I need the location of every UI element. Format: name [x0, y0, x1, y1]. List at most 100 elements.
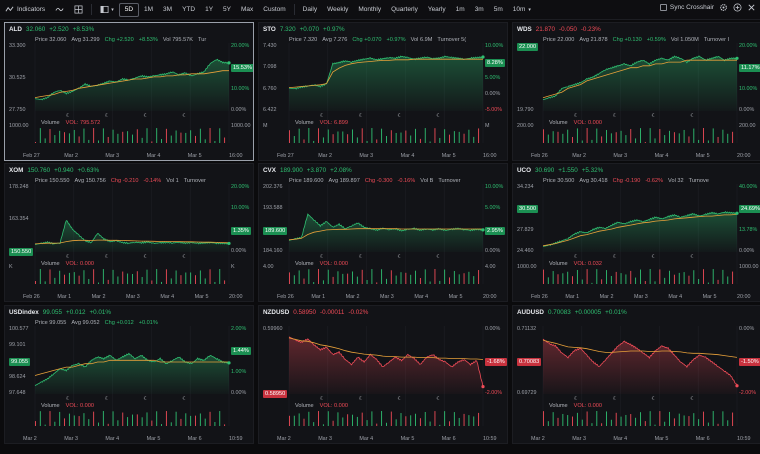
close-icon[interactable] — [747, 3, 756, 12]
chart-panel-usdindex[interactable]: USDindex 99.055 +0.012 +0.01% Price 99.055 Av… — [4, 305, 254, 444]
chart-panel-nzdusd[interactable]: NZDUSD 0.58950 -0.00011 -0.02% ☾ ☾ ☾ ☾ 0.59960 0.… — [258, 305, 508, 444]
y-axis-label: 0.59960 — [263, 326, 283, 332]
grid-layout-button[interactable] — [69, 3, 88, 17]
volume-bar — [458, 274, 460, 284]
volume-bar — [463, 273, 465, 284]
info-change: Chg -0.190 — [612, 178, 641, 184]
x-axis-label: Mar 5 — [187, 153, 202, 159]
volume-bar — [567, 129, 569, 143]
chart-panel-xom[interactable]: XOM 150.760 +0.940 +0.63% Price 150.550 Avg 1… — [4, 163, 254, 302]
volume-bar — [727, 133, 729, 143]
volume-bar — [376, 282, 378, 284]
chart-panel-audusd[interactable]: AUDUSD 0.70083 +0.00005 +0.01% ☾ ☾ ☾ ☾ 0.71132 0.… — [512, 305, 760, 444]
grid-icon — [74, 5, 83, 14]
volume-bar — [322, 280, 324, 284]
volume-label: Volume — [549, 120, 568, 126]
price-chart[interactable] — [259, 306, 508, 444]
volume-bar — [547, 277, 549, 284]
moon-icon: ☾ — [612, 254, 618, 260]
x-axis-label: Feb 27 — [277, 153, 294, 159]
volume-bar — [410, 274, 412, 284]
volume-bar — [415, 413, 416, 426]
add-icon[interactable] — [733, 3, 742, 12]
chart-panel-uco[interactable]: UCO 30.690 +1.550 +5.32% Price 30.500 Avg 30.… — [512, 163, 760, 302]
y-axis-label: 163.354 — [9, 216, 29, 222]
symbol-label: STO — [263, 26, 276, 33]
volume-bar — [415, 128, 416, 143]
range-5d-button[interactable]: 5D — [118, 2, 140, 17]
volume-bar — [361, 269, 363, 284]
interval-weekly-button[interactable]: Weekly — [322, 3, 353, 17]
moon-icon: ☾ — [358, 113, 364, 119]
moon-icon: ☾ — [65, 396, 71, 402]
volume-bar — [693, 413, 695, 426]
volume-bar — [419, 138, 421, 143]
volume-bar — [683, 272, 685, 284]
volume-header: Volume VOL: 0.000 — [295, 261, 348, 267]
line-chart-type-button[interactable] — [50, 3, 69, 17]
price-chart[interactable] — [5, 164, 254, 302]
interval-daily-button[interactable]: Daily — [298, 3, 322, 17]
volume-bar — [673, 132, 675, 143]
range-1y-button[interactable]: 1Y — [205, 6, 214, 13]
range-1m-button[interactable]: 1M — [144, 6, 154, 13]
volume-bar — [630, 414, 632, 426]
chart-panel-wds[interactable]: WDS 21.870 -0.050 -0.23% Price 22.000 Avg 21.… — [512, 22, 760, 161]
moon-icon: ☾ — [143, 396, 149, 402]
info-turnover: Tur — [198, 37, 207, 43]
volume-bar — [468, 129, 470, 143]
percent-tag: 2.95% — [485, 226, 505, 235]
volume-bar — [630, 129, 632, 143]
volume-bar — [204, 139, 206, 143]
volume-bar — [293, 415, 295, 426]
x-axis-label: Mar 4 — [654, 153, 669, 159]
percent-axis-label: 13.78% — [739, 226, 758, 233]
volume-bar — [366, 420, 368, 426]
volume-bar — [102, 128, 104, 143]
chart-panel-cvx[interactable]: CVX 189.900 +3.870 +2.08% Price 189.600 Avg 1… — [258, 163, 508, 302]
interval-monthly-button[interactable]: Monthly — [353, 3, 386, 17]
interval-10m-button[interactable]: 10m ▾ — [508, 3, 536, 17]
toolbar-right: Sync Crosshair — [659, 3, 756, 12]
range-3m-button[interactable]: 3M — [163, 6, 173, 13]
range-custom-button[interactable]: Custom — [263, 6, 286, 13]
volume-value: VOL: 0.000 — [573, 403, 602, 409]
settings-icon[interactable] — [719, 3, 728, 12]
volume-bar — [83, 270, 85, 284]
chart-panel-sto[interactable]: STO 7.320 +0.070 +0.97% Price 7.320 Avg 7.276… — [258, 22, 508, 161]
range-ytd-button[interactable]: YTD — [182, 6, 196, 13]
price-chart[interactable] — [259, 164, 508, 302]
interval-yearly-button[interactable]: Yearly — [423, 3, 451, 17]
price-area — [543, 339, 737, 394]
price-chart[interactable] — [513, 23, 760, 161]
interval-quarterly-button[interactable]: Quarterly — [386, 3, 423, 17]
interval-1m-button[interactable]: 1m — [451, 3, 470, 17]
price-chart[interactable] — [259, 23, 508, 161]
range-max-button[interactable]: Max — [240, 6, 254, 13]
range-5y-button[interactable]: 5Y — [223, 6, 231, 13]
volume-label: Volume — [41, 261, 60, 267]
volume-bar — [644, 281, 646, 284]
checkbox-icon — [659, 4, 667, 11]
volume-bar — [371, 411, 373, 426]
chart-panel-ald[interactable]: ALD 32.060 +2.520 +8.53% Price 32.060 Avg 31.… — [4, 22, 254, 161]
volume-bar — [64, 274, 65, 284]
sync-crosshair-toggle[interactable]: Sync Crosshair — [659, 4, 714, 11]
interval-3m-button[interactable]: 3m — [470, 3, 489, 17]
price-chart[interactable] — [5, 23, 254, 161]
price-chart[interactable] — [5, 306, 254, 444]
price-chart[interactable] — [513, 164, 760, 302]
average-line — [288, 58, 483, 88]
divider — [293, 4, 295, 15]
x-axis-label: Feb 26 — [531, 153, 548, 159]
y-axis-label: 184.160 — [263, 248, 283, 254]
volume-bar — [78, 416, 80, 426]
interval-5m-button[interactable]: 5m — [489, 3, 508, 17]
volume-bar — [596, 411, 598, 426]
indicators-button[interactable]: Indicators — [0, 3, 50, 17]
price-chart[interactable] — [513, 306, 760, 444]
volume-bar — [298, 413, 300, 426]
layout-select[interactable]: ▾ — [95, 3, 119, 17]
x-axis-label: Mar 5 — [695, 153, 710, 159]
volume-header: Volume VOL: 0.000 — [549, 403, 602, 409]
